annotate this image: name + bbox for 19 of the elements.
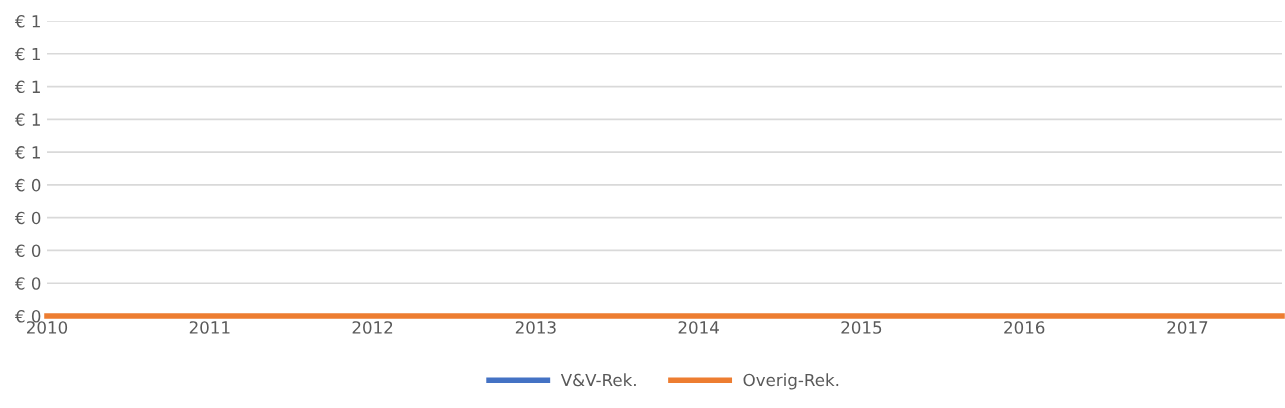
y-tick-label: € 0 [14, 211, 41, 225]
y-tick-label: € 0 [14, 244, 41, 258]
y-tick-label: € 1 [14, 14, 40, 28]
x-tick-label: 2011 [189, 321, 230, 334]
x-tick-label: 2017 [1167, 321, 1208, 334]
x-tick-label: 2016 [1004, 321, 1045, 334]
y-tick-label: € 0 [14, 277, 41, 290]
y-tick-label: € 1 [14, 113, 40, 126]
y-tick-label: € 1 [14, 47, 40, 61]
x-tick-label: 2014 [678, 321, 719, 334]
legend-label: V&V-Rek. [560, 373, 636, 387]
y-tick-label: € 1 [14, 80, 40, 94]
x-tick-label: 2015 [841, 321, 882, 334]
y-tick-label: € 0 [14, 178, 41, 192]
x-tick-label: 2010 [27, 321, 68, 334]
x-tick-label: 2012 [352, 321, 393, 334]
x-tick-label: 2013 [515, 321, 556, 334]
legend-label: Overig-Rek. [743, 373, 839, 390]
y-tick-label: € 1 [14, 146, 40, 159]
